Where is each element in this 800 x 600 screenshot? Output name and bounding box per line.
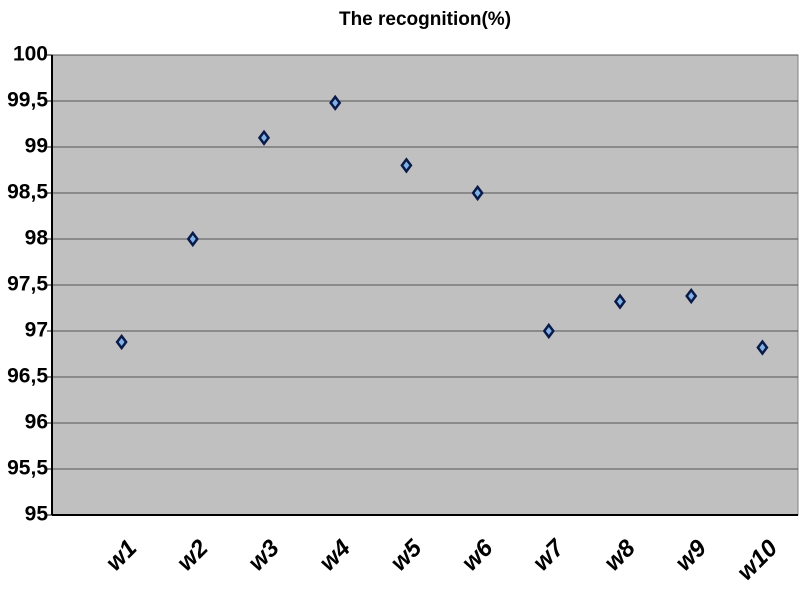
chart-title: The recognition(%): [339, 9, 511, 30]
marker: [471, 184, 484, 202]
x-tick-label: w9: [670, 534, 712, 576]
x-tick-label: w5: [385, 534, 427, 576]
y-tick-label: 95: [25, 503, 49, 526]
x-tick-label: w1: [101, 535, 143, 577]
marker: [613, 293, 627, 310]
y-tick-label: 100: [13, 43, 48, 66]
y-tick-label: 99,5: [7, 89, 48, 112]
y-tick-label: 95,5: [7, 457, 48, 480]
y-tick-label: 99: [25, 135, 48, 158]
x-tick-label: w8: [599, 534, 641, 576]
x-tick-label: w7: [528, 533, 571, 576]
marker: [329, 94, 342, 111]
x-tick-label: w3: [243, 534, 285, 576]
marker: [400, 157, 413, 174]
x-tick-label: w4: [314, 535, 356, 577]
marker: [115, 333, 128, 351]
marker: [756, 339, 769, 356]
marker: [685, 287, 698, 305]
y-tick-label: 96,5: [7, 365, 48, 388]
marker: [542, 322, 555, 340]
x-tick-label: w2: [172, 534, 214, 576]
marker: [257, 129, 271, 146]
marker: [186, 230, 199, 248]
y-tick-label: 98,5: [7, 181, 48, 204]
y-tick-label: 97,5: [7, 273, 48, 296]
y-tick-label: 98: [25, 227, 49, 250]
y-tick-label: 96: [25, 411, 48, 434]
x-tick-label: w6: [457, 534, 499, 576]
y-tick-label: 97: [25, 319, 48, 342]
x-tick-label: w10: [732, 534, 784, 586]
